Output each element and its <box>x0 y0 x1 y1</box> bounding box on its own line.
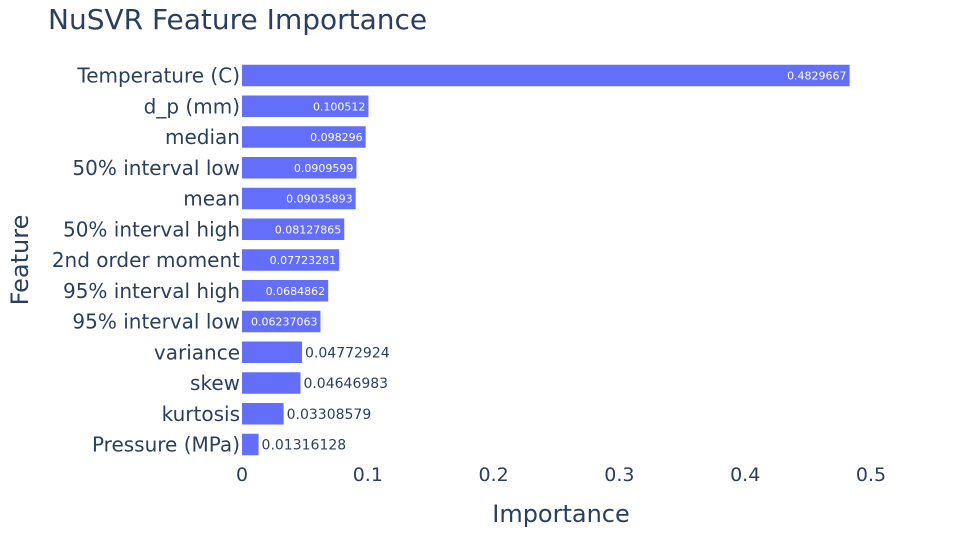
x-tick-label: 0 <box>236 464 248 486</box>
data-label: 0.06237063 <box>251 316 317 329</box>
y-tick-label: 95% interval low <box>72 310 240 334</box>
chart-title: NuSVR Feature Importance <box>48 3 427 36</box>
x-axis-title: Importance <box>492 500 630 528</box>
bar-95-interval-high <box>242 280 329 302</box>
y-tick-labels: Temperature (C) d_p (mm) median 50% interva… <box>52 64 240 457</box>
y-tick-label: 50% interval high <box>63 217 240 241</box>
data-label: 0.100512 <box>313 100 366 113</box>
y-tick-label: kurtosis <box>162 402 240 426</box>
bar-kurtosis <box>242 403 284 425</box>
data-label: 0.09035893 <box>286 193 352 206</box>
bar-variance <box>242 341 303 363</box>
y-tick-label: 2nd order moment <box>52 248 240 272</box>
data-label: 0.0909599 <box>294 162 354 175</box>
data-label: 0.07723281 <box>270 254 336 267</box>
x-tick-label: 0.1 <box>353 464 383 486</box>
x-tick-label: 0.4 <box>730 464 760 486</box>
y-tick-label: 95% interval high <box>63 279 240 303</box>
data-label: 0.0684862 <box>266 285 326 298</box>
bar-median <box>242 126 366 148</box>
y-tick-label: variance <box>154 340 240 364</box>
bar-pressure-mpa <box>242 433 259 456</box>
x-tick-label: 0.2 <box>478 464 508 486</box>
data-label: 0.03308579 <box>287 407 372 423</box>
data-label: 0.04772924 <box>305 345 390 361</box>
y-tick-label: 50% interval low <box>72 156 240 180</box>
y-tick-label: skew <box>190 371 240 395</box>
bar-mean <box>242 187 356 210</box>
data-label: 0.04646983 <box>303 376 388 392</box>
bar-d-p-mm <box>242 95 369 117</box>
data-label: 0.4829667 <box>787 70 847 83</box>
bar-95-interval-low <box>242 310 321 333</box>
data-label: 0.01316128 <box>262 438 347 454</box>
y-axis-title: Feature <box>6 215 34 306</box>
bars-layer: 0.4829667 0.100512 0.098296 0.0909599 0.0903… <box>242 64 850 456</box>
x-tick-label: 0.5 <box>856 464 886 486</box>
data-label: 0.08127865 <box>275 223 341 236</box>
x-tick-labels: 0 0.1 0.2 0.3 0.4 0.5 <box>236 464 886 486</box>
y-tick-label: Temperature (C) <box>76 64 240 88</box>
bar-2nd-order-moment <box>242 249 340 271</box>
bar-50-interval-low <box>242 157 357 179</box>
bar-skew <box>242 372 301 394</box>
data-label: 0.098296 <box>310 131 363 144</box>
y-tick-label: d_p (mm) <box>144 94 240 118</box>
x-tick-label: 0.3 <box>604 464 634 486</box>
y-tick-label: median <box>165 125 240 149</box>
bar-temperature-c <box>242 64 850 87</box>
bar-50-interval-high <box>242 218 345 240</box>
y-tick-label: Pressure (MPa) <box>92 433 240 457</box>
y-tick-label: mean <box>183 187 240 211</box>
